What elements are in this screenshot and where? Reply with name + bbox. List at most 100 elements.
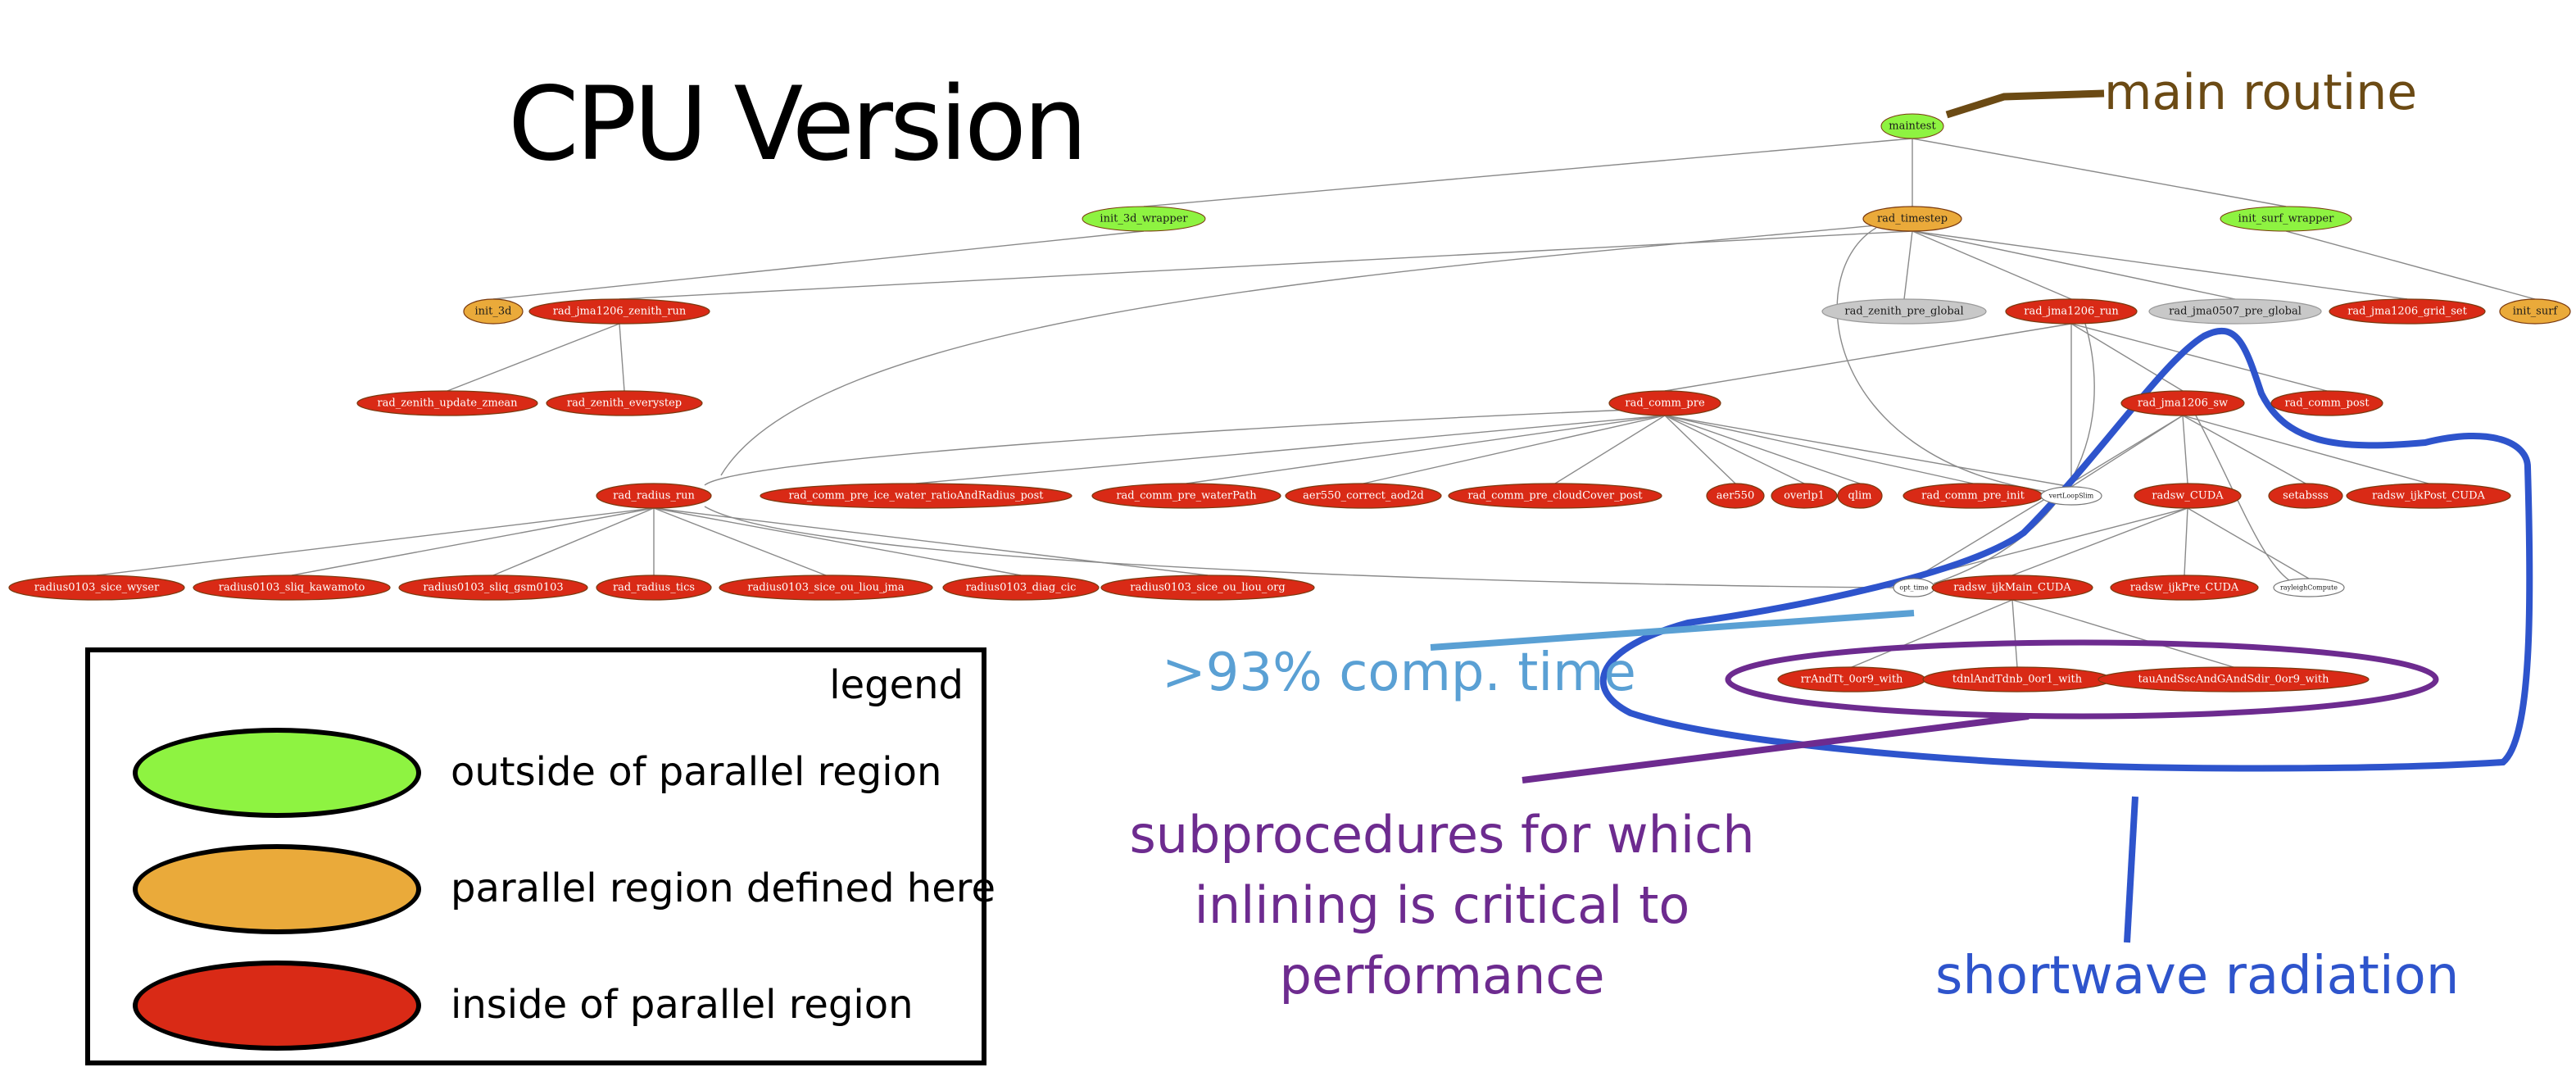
node-label-setabsss: setabsss <box>2283 490 2329 502</box>
edge-rad_jma1206_sw-to-radsw_ijkPost_CUDA <box>2182 415 2429 484</box>
node-rad_comm_pre_waterPath: rad_comm_pre_waterPath <box>1091 483 1281 509</box>
main-routine-annotation: main routine <box>2104 64 2418 121</box>
node-rad_comm_post: rad_comm_post <box>2270 390 2383 416</box>
edge-rad_comm_pre-to-overlp1 <box>1664 415 1805 484</box>
edge-rad_comm_pre-to-stub_white_1 <box>1664 415 2072 488</box>
node-rad_jma0507_pre_global: rad_jma0507_pre_global <box>2148 298 2322 325</box>
subprocedures-outline <box>1725 639 2439 720</box>
edge-rad_comm_pre-to-aer550_correct_aod2d <box>1363 415 1666 484</box>
node-shape-init_3d <box>463 298 524 325</box>
edge-radsw_CUDA-to-stub_white_2 <box>1913 507 2188 579</box>
node-rad_comm_pre_ice_water_ratioAndRadius_post: rad_comm_pre_ice_water_ratioAndRadius_po… <box>760 483 1073 509</box>
node-label-radsw_CUDA: radsw_CUDA <box>2152 490 2224 502</box>
edge-rad_timestep-to-rad_jma1206_run <box>1912 230 2072 300</box>
edge-init_3d_wrapper-to-init_3d <box>492 230 1145 300</box>
subprocedures-pointer <box>1522 713 2030 783</box>
annotation-overlays <box>1430 89 2533 943</box>
node-init_surf: init_surf <box>2499 298 2571 325</box>
legend-swatch-defined <box>133 844 421 934</box>
node-shape-rad_comm_post <box>2270 390 2383 416</box>
node-rad_timestep: rad_timestep <box>1862 206 1962 232</box>
legend-swatch-outside <box>133 728 421 818</box>
node-qlim: qlim <box>1837 483 1883 509</box>
node-shape-radius0103_sliq_gsm0103 <box>398 575 588 601</box>
node-init_3d: init_3d <box>463 298 524 325</box>
node-label-rad_comm_pre_init: rad_comm_pre_init <box>1921 490 2025 502</box>
node-label-rad_comm_pre_waterPath: rad_comm_pre_waterPath <box>1116 490 1257 502</box>
edge-rad_jma1206_zenith_run-to-rad_zenith_update_zmean <box>447 323 620 392</box>
node-label-rad_jma0507_pre_global: rad_jma0507_pre_global <box>2169 306 2302 318</box>
node-aer550: aer550 <box>1706 483 1765 509</box>
edge-rad_jma1206_sw-to-stub_white_3 <box>2195 415 2295 584</box>
main-routine-pointer <box>1945 89 2105 119</box>
edge-rad_radius_run-to-radius0103_sice_ou_liou_jma <box>653 507 827 576</box>
node-radsw_ijkMain_CUDA: radsw_ijkMain_CUDA <box>1931 575 2093 601</box>
node-shape-rad_zenith_pre_global <box>1821 298 1987 325</box>
call-graph-nodes: maintest init_3d_wrapper rad_timestep init_… <box>8 113 2571 693</box>
node-label-rad_zenith_pre_global: rad_zenith_pre_global <box>1844 306 1963 318</box>
node-shape-rad_zenith_everystep <box>546 390 703 416</box>
node-label-stub_white_2: opt_time <box>1899 584 1929 592</box>
node-rad_zenith_pre_global: rad_zenith_pre_global <box>1821 298 1987 325</box>
node-radius0103_diag_cic: radius0103_diag_cic <box>942 575 1100 601</box>
edge-rad_comm_pre-to-rad_comm_pre_cloudCover_post <box>1554 415 1666 484</box>
node-label-rad_jma1206_sw: rad_jma1206_sw <box>2138 397 2228 410</box>
node-shape-qlim <box>1837 483 1883 509</box>
node-label-rad_comm_pre_ice_water_ratioAndRadius_post: rad_comm_pre_ice_water_ratioAndRadius_po… <box>788 490 1044 502</box>
node-rad_jma1206_grid_set: rad_jma1206_grid_set <box>2329 298 2486 325</box>
node-shape-radsw_ijkMain_CUDA <box>1931 575 2093 601</box>
edge-maintest-to-init_surf_wrapper <box>1912 138 2287 207</box>
node-label-aer550_correct_aod2d: aer550_correct_aod2d <box>1303 490 1424 502</box>
node-label-aer550: aer550 <box>1717 490 1754 502</box>
node-radsw_ijkPost_CUDA: radsw_ijkPost_CUDA <box>2346 483 2511 509</box>
node-label-radsw_ijkPost_CUDA: radsw_ijkPost_CUDA <box>2372 490 2485 502</box>
node-shape-aer550 <box>1706 483 1765 509</box>
node-shape-rad_comm_pre_ice_water_ratioAndRadius_post <box>760 483 1073 509</box>
node-radius0103_sice_ou_liou_org: radius0103_sice_ou_liou_org <box>1100 575 1315 601</box>
node-label-tauAndSscAndGAndSdir_0or9_with: tauAndSscAndGAndSdir_0or9_with <box>2138 674 2330 686</box>
node-label-rad_timestep: rad_timestep <box>1877 213 1948 225</box>
node-rad_comm_pre_cloudCover_post: rad_comm_pre_cloudCover_post <box>1448 483 1662 509</box>
edge-rad_comm_pre-to-qlim <box>1664 415 1861 484</box>
edge-rad_timestep-to-stub_white_1 <box>1836 227 2049 493</box>
node-radius0103_sliq_gsm0103: radius0103_sliq_gsm0103 <box>398 575 588 601</box>
node-stub_white_2: opt_time <box>1893 578 1935 597</box>
node-shape-rad_jma1206_sw <box>2120 390 2245 416</box>
node-shape-setabsss <box>2268 483 2343 509</box>
edge-radsw_CUDA-to-stub_white_3 <box>2187 507 2310 579</box>
node-radsw_CUDA: radsw_CUDA <box>2134 483 2242 509</box>
node-shape-overlp1 <box>1771 483 1838 509</box>
edge-rad_jma1206_sw-to-setabsss <box>2182 415 2306 484</box>
node-overlp1: overlp1 <box>1771 483 1838 509</box>
node-radsw_ijkPre_CUDA: radsw_ijkPre_CUDA <box>2110 575 2259 601</box>
node-shape-init_surf_wrapper <box>2220 206 2352 232</box>
edge-maintest-to-init_3d_wrapper <box>1143 138 1913 207</box>
node-aer550_correct_aod2d: aer550_correct_aod2d <box>1285 483 1442 509</box>
node-shape-aer550_correct_aod2d <box>1285 483 1442 509</box>
shortwave-pointer <box>2124 796 2138 943</box>
edge-rad_radius_run-to-stub_white_2 <box>704 506 1895 588</box>
node-tauAndSscAndGAndSdir_0or9_with: tauAndSscAndGAndSdir_0or9_with <box>2098 666 2370 693</box>
edge-rad_radius_run-to-radius0103_diag_cic <box>653 507 1022 576</box>
edge-rad_comm_pre-to-rad_comm_pre_init <box>1664 415 1974 484</box>
node-rrAndTt_0or9_with: rrAndTt_0or9_with <box>1777 666 1926 693</box>
node-rad_radius_tics: rad_radius_tics <box>596 575 712 601</box>
comp-time-pointer <box>1430 610 1915 651</box>
node-label-init_3d_wrapper: init_3d_wrapper <box>1100 213 1188 225</box>
edge-rad_timestep-to-rad_zenith_pre_global <box>1903 230 1913 300</box>
node-label-radius0103_sice_wyser: radius0103_sice_wyser <box>34 582 160 594</box>
node-shape-rad_jma1206_run <box>2005 298 2138 325</box>
node-label-radius0103_sliq_kawamoto: radius0103_sliq_kawamoto <box>219 582 365 594</box>
node-rad_comm_pre: rad_comm_pre <box>1608 390 1721 416</box>
node-shape-radius0103_sliq_kawamoto <box>193 575 391 601</box>
node-shape-init_3d_wrapper <box>1082 206 1206 232</box>
legend-title: legend <box>829 662 964 708</box>
edge-rad_jma1206_sw-to-radsw_CUDA <box>2182 415 2188 484</box>
edge-rad_jma1206_zenith_run-to-rad_zenith_everystep <box>619 323 625 392</box>
node-shape-rad_timestep <box>1862 206 1962 232</box>
edge-rad_radius_run-to-radius0103_sliq_kawamoto <box>291 507 655 576</box>
edge-rad_comm_pre-to-rad_comm_pre_waterPath <box>1186 415 1666 484</box>
node-label-qlim: qlim <box>1848 490 1872 502</box>
node-rad_jma1206_zenith_run: rad_jma1206_zenith_run <box>528 298 710 325</box>
